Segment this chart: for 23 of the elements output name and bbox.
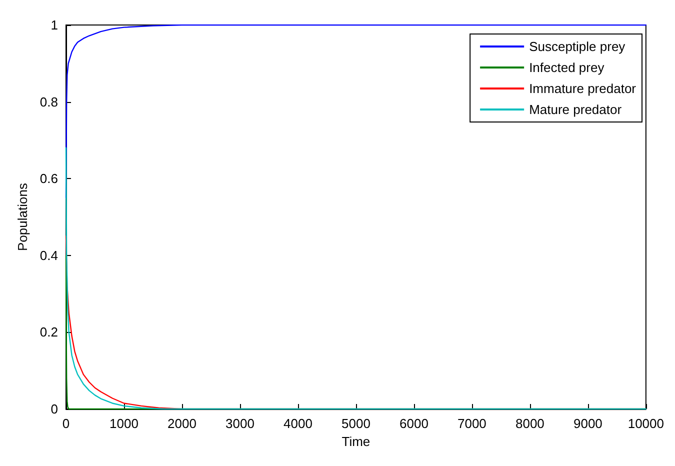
legend-label: Mature predator bbox=[529, 102, 622, 117]
x-tick-label: 4000 bbox=[284, 416, 312, 431]
y-tick-label: 1 bbox=[50, 18, 58, 32]
x-tick-label: 10000 bbox=[628, 416, 664, 431]
x-axis-title: Time bbox=[342, 434, 370, 449]
x-tick-label: 8000 bbox=[515, 416, 544, 431]
y-tick-label: 0.4 bbox=[40, 248, 58, 263]
x-tick-label: 1000 bbox=[110, 416, 138, 431]
x-tick-label: 3000 bbox=[226, 416, 254, 431]
x-tick-label: 6000 bbox=[399, 416, 428, 431]
y-tick-label: 0.6 bbox=[40, 171, 58, 186]
x-tick-label: 2000 bbox=[168, 416, 196, 431]
x-tick-label: 5000 bbox=[342, 416, 370, 431]
x-tick-label: 9000 bbox=[573, 416, 602, 431]
y-tick-label: 0.2 bbox=[40, 324, 58, 340]
legend-label: Susceptiple prey bbox=[529, 39, 626, 54]
legend-label: Immature predator bbox=[529, 81, 637, 96]
x-tick-label: 0 bbox=[62, 416, 70, 431]
y-axis-title: Populations bbox=[15, 182, 30, 251]
y-tick-label: 0.8 bbox=[40, 94, 58, 110]
legend-label: Infected prey bbox=[529, 60, 605, 75]
y-tick-label: 0 bbox=[50, 402, 58, 416]
x-tick-label: 7000 bbox=[457, 416, 486, 431]
